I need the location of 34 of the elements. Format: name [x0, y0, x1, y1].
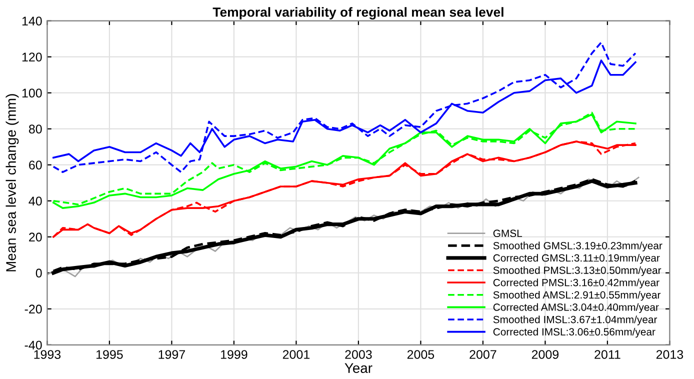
- y-tick-label: -20: [24, 304, 42, 314]
- y-tick-label: -40: [24, 340, 42, 350]
- x-tick-label: 1993: [34, 350, 61, 359]
- legend-label: Corrected GMSL:3.11±0.19mm/year: [493, 254, 660, 264]
- x-tick-label: 2001: [282, 350, 310, 359]
- legend-label: Corrected AMSL:3.04±0.40mm/year: [493, 303, 659, 313]
- y-tick-label: 40: [28, 196, 42, 206]
- legend-label: Smoothed AMSL:2.91±0.55mm/year: [493, 290, 661, 301]
- x-tick-label: 2013: [656, 350, 684, 359]
- legend-label: GMSL: [493, 230, 522, 238]
- y-tick-label: 60: [29, 160, 42, 170]
- x-tick-label: 2011: [594, 350, 620, 359]
- y-tick-label: 20: [29, 232, 42, 242]
- legend-label: Corrected IMSL:3.06±0.56mm/year: [493, 328, 656, 338]
- legend-label: Corrected PMSL:3.16±0.42mm/year: [493, 278, 660, 288]
- line-series: [52, 42, 636, 173]
- y-tick-label: 0: [36, 268, 42, 278]
- chart-title: Temporal variability of regional mean sea level: [212, 7, 504, 20]
- x-tick-label: 1999: [221, 350, 248, 359]
- y-tick-label: 80: [28, 124, 42, 134]
- y-tick-label: 100: [22, 88, 42, 98]
- x-tick-label: 1997: [158, 350, 185, 359]
- y-axis-title: Mean sea level change (mm): [6, 94, 19, 272]
- x-tick-label: 2005: [407, 350, 434, 359]
- legend-label: Smoothed GMSL:3.19±0.23mm/year: [493, 242, 662, 252]
- x-axis-title: Year: [344, 363, 372, 373]
- x-tick-label: 1995: [96, 350, 123, 359]
- legend-label: Smoothed PMSL:3.13±0.50mm/year: [493, 266, 662, 276]
- y-tick-label: 120: [22, 52, 42, 62]
- y-tick-label: 140: [22, 16, 42, 26]
- x-tick-label: 2003: [345, 350, 372, 359]
- x-tick-label: 2009: [532, 350, 559, 359]
- legend-label: Smoothed IMSL:3.67±1.04mm/year: [493, 316, 658, 326]
- x-tick-label: 2007: [470, 350, 496, 359]
